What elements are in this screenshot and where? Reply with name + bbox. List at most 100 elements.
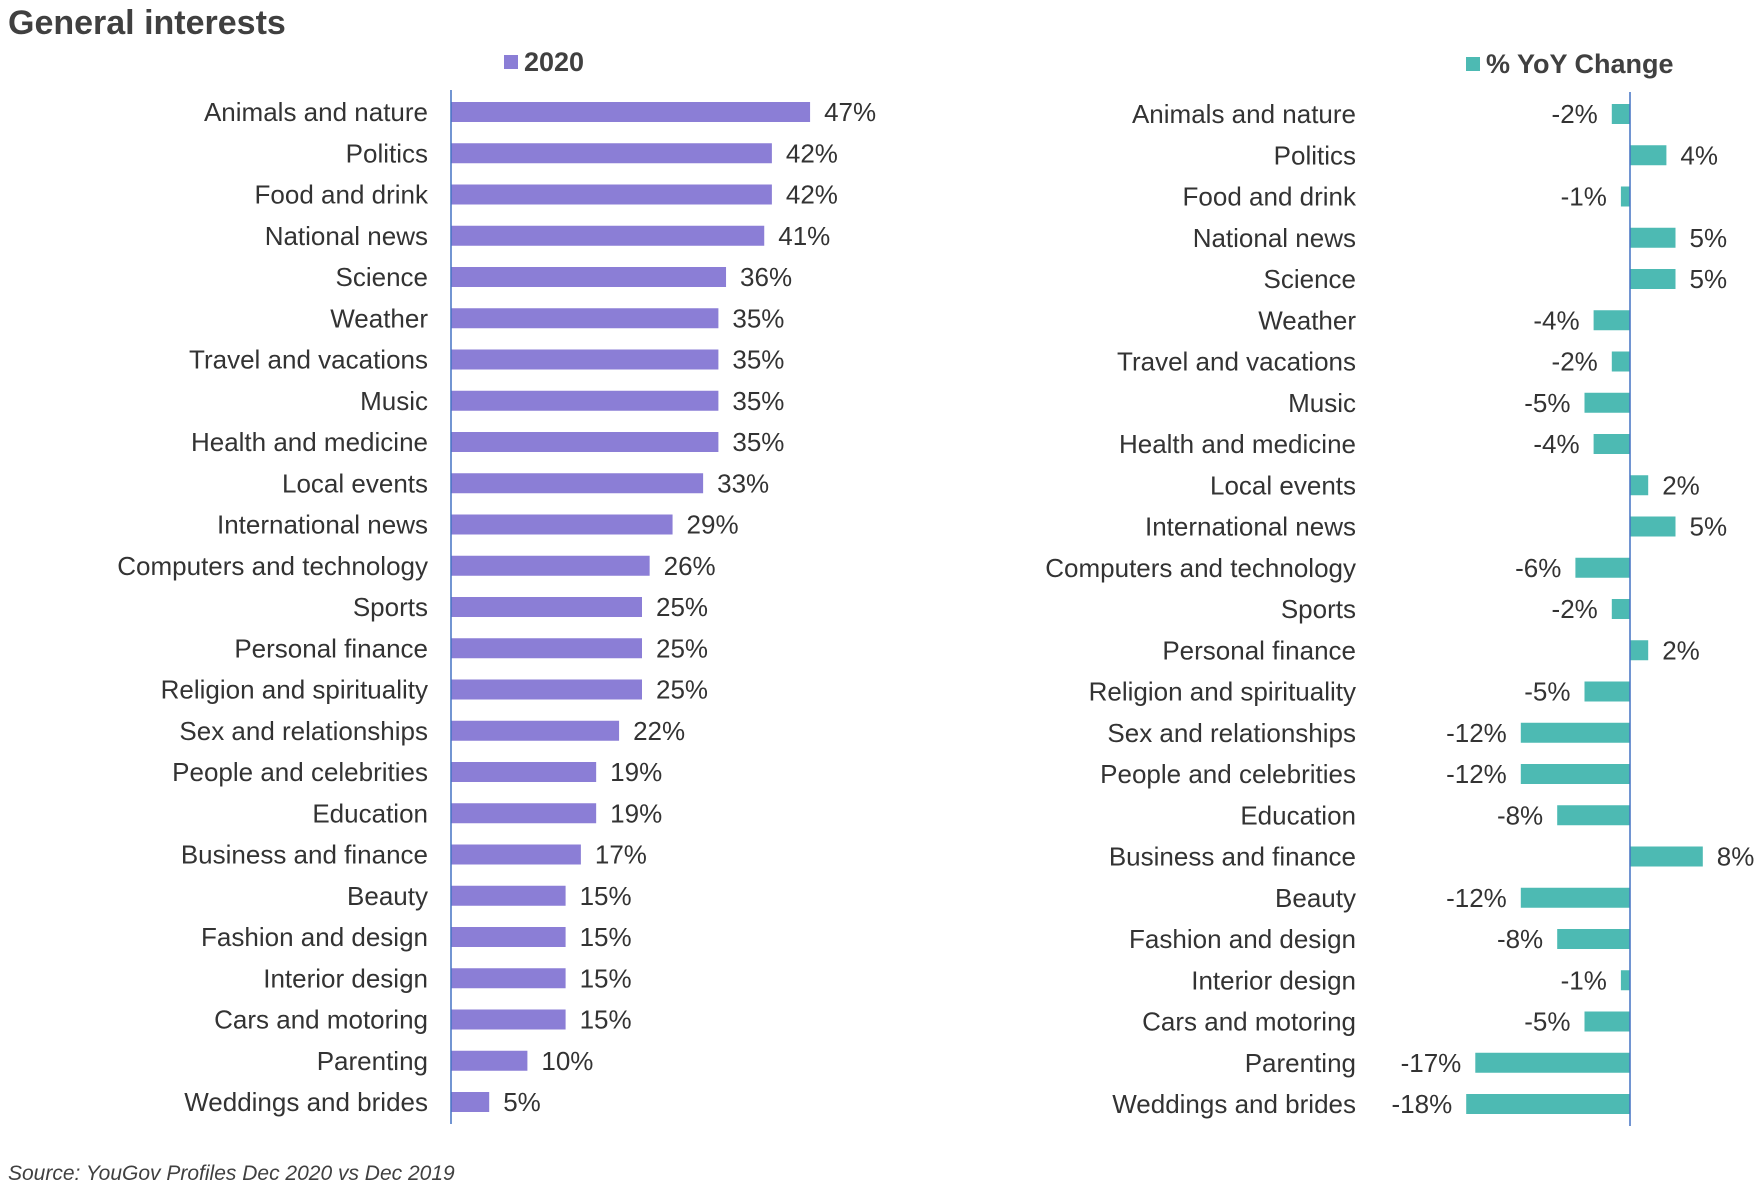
bar [1611,599,1630,619]
category-label: Weddings and brides [184,1087,428,1117]
category-label: Religion and spirituality [1089,677,1356,707]
bar [451,267,727,287]
bar [451,308,719,329]
data-label: 47% [824,97,876,127]
legend-swatch [1466,57,1480,71]
data-label: 10% [541,1046,593,1076]
category-label: Weather [330,303,428,333]
bar [1620,970,1630,991]
data-label: 5% [1690,512,1728,542]
category-label: Computers and technology [1045,553,1356,583]
bar [451,803,597,824]
bar [451,514,673,535]
category-label: Animals and nature [204,97,428,127]
bar [451,473,704,494]
category-label: Food and drink [1183,182,1357,212]
bar [1520,722,1630,743]
category-label: Education [1240,800,1356,830]
bar [451,184,772,205]
bar [451,1050,528,1071]
data-label: 42% [786,180,838,210]
category-label: Beauty [347,881,428,911]
data-label: 15% [580,922,632,952]
bar [1630,846,1703,867]
data-label: 35% [732,303,784,333]
category-label: Interior design [263,963,428,993]
bar [1630,640,1649,661]
bar [451,349,719,370]
bar [1630,516,1676,537]
data-label: 35% [732,345,784,375]
data-label: -2% [1552,99,1598,129]
source-note: Source: YouGov Profiles Dec 2020 vs Dec … [8,1162,455,1185]
category-label: Fashion and design [201,922,428,952]
bar [1584,392,1630,413]
data-label: 5% [1690,264,1728,294]
data-label: -4% [1533,429,1579,459]
category-label: People and celebrities [1100,759,1356,789]
data-label: -5% [1524,677,1570,707]
category-label: Cars and motoring [1142,1007,1356,1037]
bar [1593,434,1630,454]
category-label: Computers and technology [117,551,428,581]
data-label: 29% [687,510,739,540]
category-label: Health and medicine [191,427,428,457]
data-label: 25% [656,675,708,705]
category-label: Weather [1258,305,1356,335]
data-label: -5% [1524,1007,1570,1037]
bar [1584,681,1630,702]
bar [451,968,566,989]
category-label: Science [1264,264,1357,294]
category-label: Parenting [317,1046,428,1076]
data-label: 25% [656,592,708,622]
bar [451,432,719,452]
legend-label: % YoY Change [1486,49,1674,79]
data-label: 2% [1662,635,1700,665]
bar [1557,929,1630,949]
data-label: -6% [1515,553,1561,583]
category-label: Religion and spirituality [161,675,428,705]
bar [1520,764,1630,784]
legend-label: 2020 [524,47,584,77]
data-label: 36% [740,262,792,292]
data-label: -12% [1446,718,1507,748]
category-label: International news [1145,512,1356,542]
bar [451,1009,566,1030]
bar [1520,887,1630,908]
category-label: Weddings and brides [1112,1089,1356,1119]
category-label: Education [312,798,428,828]
data-label: 5% [503,1087,541,1117]
data-label: 4% [1680,140,1718,170]
data-label: -12% [1446,759,1507,789]
data-label: 17% [595,840,647,870]
data-label: 41% [778,221,830,251]
category-label: Food and drink [255,180,429,210]
data-label: 33% [717,468,769,498]
data-label: -2% [1552,347,1598,377]
category-label: Personal finance [234,633,428,663]
data-label: -1% [1561,965,1607,995]
data-label: 25% [656,633,708,663]
category-label: National news [1193,223,1356,253]
category-label: Local events [1210,470,1356,500]
bar [1611,104,1630,124]
category-label: Business and finance [181,840,428,870]
data-label: 8% [1717,842,1755,872]
data-label: 35% [732,386,784,416]
bar [1584,1011,1630,1032]
category-label: Personal finance [1162,635,1356,665]
bar [451,102,811,122]
category-label: Music [360,386,428,416]
bar [1575,557,1630,578]
category-label: Fashion and design [1129,924,1356,954]
category-label: National news [265,221,428,251]
data-label: -12% [1446,883,1507,913]
category-label: Health and medicine [1119,429,1356,459]
bar [451,390,719,411]
category-label: Beauty [1275,883,1356,913]
bar [1630,269,1676,289]
bar [1630,227,1676,248]
category-label: Local events [282,468,428,498]
data-label: 22% [633,716,685,746]
